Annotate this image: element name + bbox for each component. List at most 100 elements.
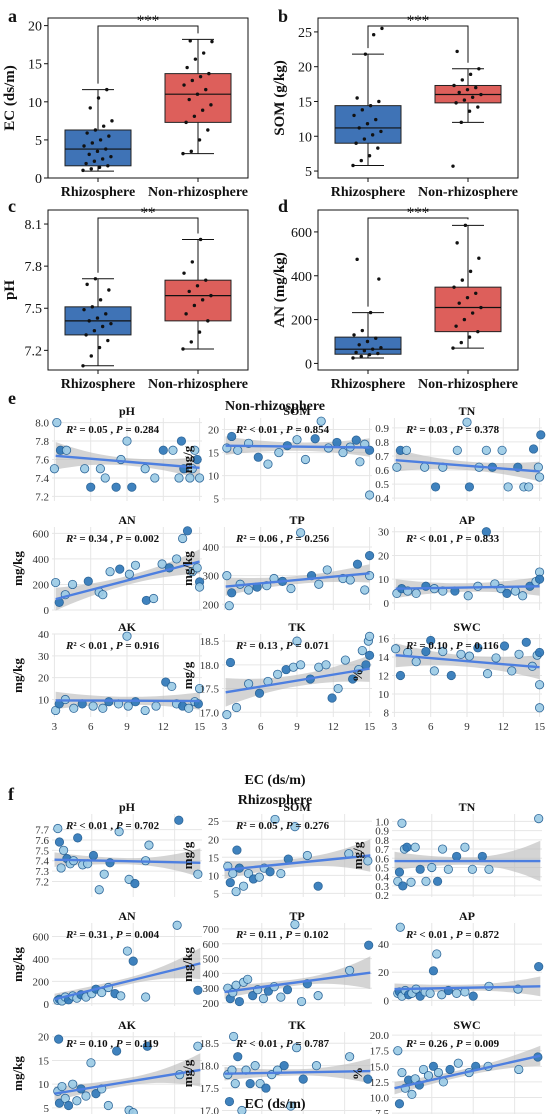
scatter-panel-an: AN 0 200 400 600 R² = 0.31 , P = 0.004 mg/kg	[10, 909, 203, 1011]
stat-p: P	[286, 1038, 293, 1050]
stat-rest: ² < 0.01 ,	[413, 533, 456, 545]
trend-line	[224, 1069, 371, 1075]
data-point	[68, 1079, 78, 1089]
data-point	[368, 103, 373, 108]
data-point	[479, 92, 483, 97]
data-point	[193, 57, 198, 61]
stat-rest: ² < 0.01 ,	[243, 424, 286, 436]
stat-p: P	[286, 640, 293, 652]
panel-label: e	[8, 388, 16, 408]
stat-pval: = 0.702	[123, 820, 160, 832]
stat-rest: ² = 0.31 ,	[73, 929, 116, 941]
y-axis-label: %	[350, 1067, 365, 1080]
y-tick-label: 0	[384, 995, 390, 1007]
data-point	[510, 586, 520, 596]
stat-pval: = 0.833	[463, 533, 500, 545]
data-point	[462, 417, 472, 427]
x-tick-label: 12	[158, 721, 169, 733]
data-point	[479, 305, 483, 310]
data-point	[265, 867, 275, 877]
y-tick-label: 0.2	[375, 890, 389, 902]
x-tick-label: Rhizosphere	[331, 377, 405, 392]
stat-rest: ² < 0.01 ,	[73, 820, 116, 832]
y-tick-label: 12.5	[370, 1077, 390, 1089]
x-tick-label: 12	[328, 721, 339, 733]
y-axis-label: mg/kg	[10, 551, 25, 586]
y-tick-label: 0.9	[375, 423, 389, 435]
stat-rest: ² = 0.10 ,	[413, 640, 456, 652]
data-point	[197, 330, 202, 334]
data-point	[455, 241, 459, 245]
data-point	[428, 966, 439, 976]
data-point	[98, 703, 108, 713]
y-axis-label: %	[350, 669, 365, 682]
panel-title: SWC	[453, 1018, 480, 1032]
y-tick-label: 10	[38, 1079, 50, 1091]
data-point	[107, 134, 111, 138]
y-tick-label: 0	[44, 999, 50, 1011]
stat-pval: = 0.071	[293, 640, 330, 652]
data-point	[107, 288, 111, 292]
data-point	[130, 560, 141, 570]
y-tick-label: 7.7	[35, 825, 49, 837]
data-point	[359, 354, 363, 359]
data-point	[116, 991, 126, 1001]
data-point	[128, 956, 138, 966]
data-point	[189, 149, 193, 154]
data-point	[429, 666, 439, 676]
panel-title: AK	[118, 1018, 137, 1032]
data-point	[52, 418, 62, 428]
stat-p: P	[286, 424, 293, 436]
y-tick-label: 20	[28, 20, 42, 35]
data-point	[420, 462, 430, 472]
y-tick-label: 0	[305, 357, 312, 372]
data-point	[377, 99, 381, 104]
grid-title: Non-rhizosphere	[225, 399, 325, 414]
data-point	[229, 1031, 239, 1042]
scatter-panel-tn: TN 0.20.30.40.50.60.70.80.91.0 mg/g	[350, 800, 544, 902]
scatter-panel-an: AN 0 200 400 600 R² = 0.34 , P = 0.002 mg/kg	[10, 513, 205, 617]
x-tick-label: 9	[464, 721, 470, 733]
y-tick-label: 30	[38, 651, 50, 663]
stat-r: R	[405, 424, 413, 436]
data-point	[105, 567, 115, 577]
y-tick-label: 200	[291, 314, 312, 329]
panel-label: d	[278, 196, 288, 216]
data-point	[503, 482, 513, 492]
data-point	[184, 312, 188, 316]
scatter-panel-tn: TN 0.4 0.5 0.6 0.7 0.8 0.9 R² = 0.03 , P = 0.37…	[375, 404, 546, 505]
data-point	[468, 991, 478, 1001]
data-point	[187, 97, 191, 102]
data-point	[371, 32, 376, 37]
trend-line	[225, 444, 370, 449]
stat-p: P	[285, 929, 292, 941]
data-point	[354, 141, 358, 145]
data-point	[53, 823, 63, 834]
data-point	[355, 257, 359, 262]
data-point	[406, 877, 416, 887]
data-point	[98, 590, 108, 600]
data-point	[397, 818, 407, 828]
data-point	[182, 526, 193, 536]
stat-annotation: R² = 0.05 , P = 0.284	[65, 424, 160, 436]
data-point	[470, 95, 475, 100]
scatter-panel-tp: TP 200 300 400 500 600 700 R² = 0.11 , P = 0.10…	[180, 909, 374, 1010]
data-point	[273, 669, 283, 679]
y-tick-label: 5	[305, 165, 312, 180]
data-point	[362, 137, 367, 141]
stat-p: P	[116, 640, 123, 652]
data-point	[54, 837, 65, 847]
data-point	[54, 1034, 64, 1044]
data-point	[270, 814, 280, 825]
x-axis-label: EC (ds/m)	[244, 1097, 305, 1112]
data-point	[89, 167, 93, 171]
data-point	[100, 473, 110, 483]
data-point	[518, 591, 528, 601]
plot-frame	[317, 209, 519, 371]
y-tick-label: 10	[378, 574, 390, 586]
data-point	[367, 154, 372, 158]
data-point	[283, 854, 293, 864]
data-point	[204, 87, 208, 92]
